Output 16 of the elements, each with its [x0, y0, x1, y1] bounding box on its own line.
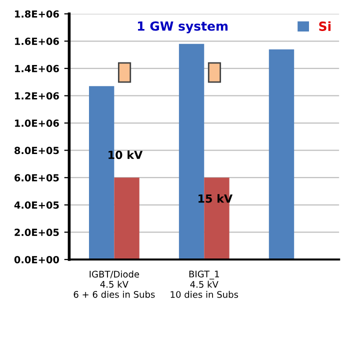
- y-tick-label: 1.2E+06: [15, 92, 59, 100]
- y-tick-label: 1.0E+06: [15, 120, 59, 127]
- y-tick-label: 8.0E+05: [14, 146, 59, 154]
- bar: [114, 178, 140, 260]
- x-tick-label: IGBT/Diode 4.5 kV 6 + 6 dies in Subs: [74, 270, 155, 298]
- y-tick-label: 1.6E+06: [15, 38, 59, 45]
- legend-label: Si: [319, 21, 331, 32]
- y-tick-label: 1.8E+06: [15, 10, 59, 18]
- y-tick-label: 6.0E+05: [14, 174, 59, 182]
- y-tick-label: 1.4E+06: [15, 64, 59, 72]
- y-tick-label: 2.0E+05: [14, 228, 59, 236]
- x-tick-label: BIGT_1 4.5 kV 10 dies in Subs: [170, 270, 238, 298]
- bar: [268, 49, 294, 260]
- y-tick-label: 4.0E+05: [14, 201, 59, 209]
- y-tick-label: 0.0E+00: [14, 256, 60, 264]
- text: 1 GW system: [138, 21, 228, 34]
